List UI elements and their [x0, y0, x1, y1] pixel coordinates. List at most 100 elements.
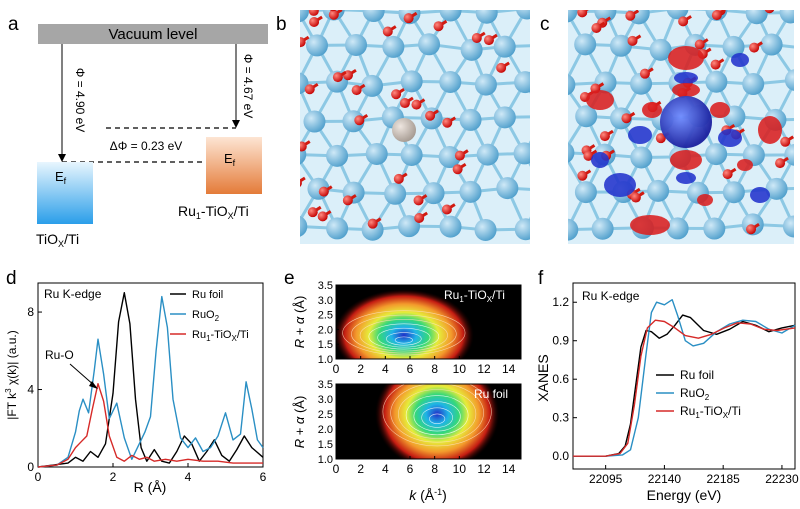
e-xtick-label-1-3: 6: [407, 462, 414, 476]
c-ti-atom: [647, 179, 670, 202]
panel-label-e: e: [284, 268, 295, 289]
panel-c: c: [540, 10, 794, 244]
ru-charge-center: [660, 96, 712, 148]
charge-lobe-4: [710, 102, 730, 118]
d-xtick-label-3: 6: [260, 470, 267, 484]
b-ti-atom: [493, 106, 516, 129]
c-o-atom: [577, 10, 588, 18]
f-xtick-label-2: 22185: [706, 472, 740, 486]
b-o-atom: [317, 211, 328, 222]
ylabel-e-1: R + α (Å): [292, 396, 307, 449]
panel-label-f: f: [538, 268, 544, 289]
heatmap-e-0: [336, 289, 474, 359]
annotation-title-f: Ru K-edge: [582, 289, 640, 303]
c-ti-atom: [705, 143, 728, 166]
legend-label-f-2: Ru1-TiOX/Ti: [680, 404, 741, 420]
b-o-atom: [300, 141, 307, 152]
charge-lobe-3: [642, 102, 662, 118]
b-o-atom: [411, 99, 422, 110]
c-o-atom: [711, 10, 722, 21]
heatmap-contour-e-1-1: [429, 413, 446, 424]
charge-density-image-c: [568, 10, 794, 244]
heatmap-label-e-0: Ru1-TiOX/Ti: [444, 288, 505, 304]
e-xtick-label-0-4: 8: [431, 362, 438, 376]
heatmap-contour-e-1-5: [398, 389, 477, 439]
heatmap-contour-e-1-4: [405, 395, 469, 436]
c-ti-atom: [703, 217, 726, 240]
f-series-1: [573, 299, 796, 457]
b-ti-atom: [459, 108, 482, 131]
charge-lobe-5: [628, 126, 652, 144]
c-bond: [682, 10, 717, 12]
b-o-atom: [342, 195, 353, 206]
c-ti-atom: [722, 181, 745, 204]
b-o-atom: [433, 21, 444, 32]
b-ti-atom: [438, 146, 461, 169]
e-xtick-label-0-1: 2: [357, 362, 364, 376]
f-ytick-label-1: 0.3: [552, 411, 569, 425]
charge-lobe-6: [718, 129, 742, 147]
d-ytick-label-2: 8: [27, 305, 34, 319]
b-o-atom: [307, 207, 318, 218]
charge-lobe-9: [586, 90, 614, 110]
c-ti-atom: [610, 107, 633, 130]
e-xtick-label-1-0: 0: [333, 462, 340, 476]
b-ti-atom: [362, 10, 385, 23]
c-bond: [793, 154, 794, 155]
series-lines-d: [37, 292, 264, 468]
e-ytick-label-1-4: 3.0: [318, 394, 333, 406]
e-xtick-label-0-5: 10: [453, 362, 467, 376]
peak-annotation-d: Ru-O: [45, 348, 74, 362]
c-o-atom: [639, 68, 650, 79]
b-ti-atom: [514, 218, 530, 241]
e-xtick-label-1-1: 2: [357, 462, 364, 476]
c-ti-atom: [568, 10, 578, 23]
panel-label-c: c: [540, 14, 550, 35]
heatmap-frame-e-1: [335, 383, 522, 460]
b-o-atom: [399, 98, 410, 109]
charge-lobe-14: [731, 53, 749, 67]
phi-left-label: Φ = 4.90 eV: [73, 68, 87, 133]
legend-label-f-0: Ru foil: [680, 368, 714, 382]
c-ti-atom: [705, 70, 728, 93]
b-ti-atom: [384, 182, 407, 205]
b-ti-atom: [513, 142, 530, 165]
panel-f: f 22095 22140 22185 22230 0.0 0.3 0.6 0.9 1.2 Ru…: [535, 268, 799, 503]
c-o-atom: [627, 35, 638, 46]
phi-right-label: Φ = 4.67 eV: [241, 54, 255, 119]
c-o-atom: [583, 150, 594, 161]
e-ytick-label-0-5: 3.5: [318, 280, 333, 292]
peak-arrowhead-d: [89, 381, 98, 389]
legend-label-d-1: RuO2: [192, 309, 220, 323]
ef-right-label: Ef: [224, 151, 236, 168]
vacuum-level-bar: [38, 24, 268, 44]
b-o-atom: [329, 10, 337, 12]
heatmap-contour-e-0-2: [386, 332, 422, 346]
plot-frame-f: [572, 282, 796, 470]
b-ti-atom: [460, 38, 483, 61]
c-ti-atom: [666, 217, 689, 240]
c-o-atom: [630, 192, 641, 203]
e-xtick-label-0-6: 12: [477, 362, 491, 376]
charge-lobe-8: [676, 172, 696, 184]
b-o-atom: [382, 26, 393, 37]
c-o-atom: [625, 10, 636, 21]
b-ti-atom: [475, 10, 498, 24]
charge-lobe-2: [672, 83, 700, 97]
c-ti-atom: [575, 105, 598, 128]
d-xtick-label-2: 4: [185, 470, 192, 484]
e-ytick-label-0-3: 2.5: [318, 310, 333, 322]
charge-lobe-12: [750, 187, 770, 203]
f-ytick-label-2: 0.6: [552, 372, 569, 386]
b-o-atom: [304, 84, 315, 95]
f-xtick-label-1: 22140: [648, 472, 682, 486]
heatmap-contour-e-0-5: [359, 319, 448, 352]
d-ytick-label-0: 0: [27, 460, 34, 474]
heatmap-contour-e-0-6: [351, 314, 457, 354]
b-ti-atom: [439, 10, 462, 22]
b-o-atom: [328, 10, 339, 20]
heatmap-label-e-1: Ru foil: [474, 387, 508, 401]
e-xtick-label-1-7: 14: [502, 462, 516, 476]
b-o-atom: [441, 204, 452, 215]
b-ti-atom: [439, 215, 462, 238]
